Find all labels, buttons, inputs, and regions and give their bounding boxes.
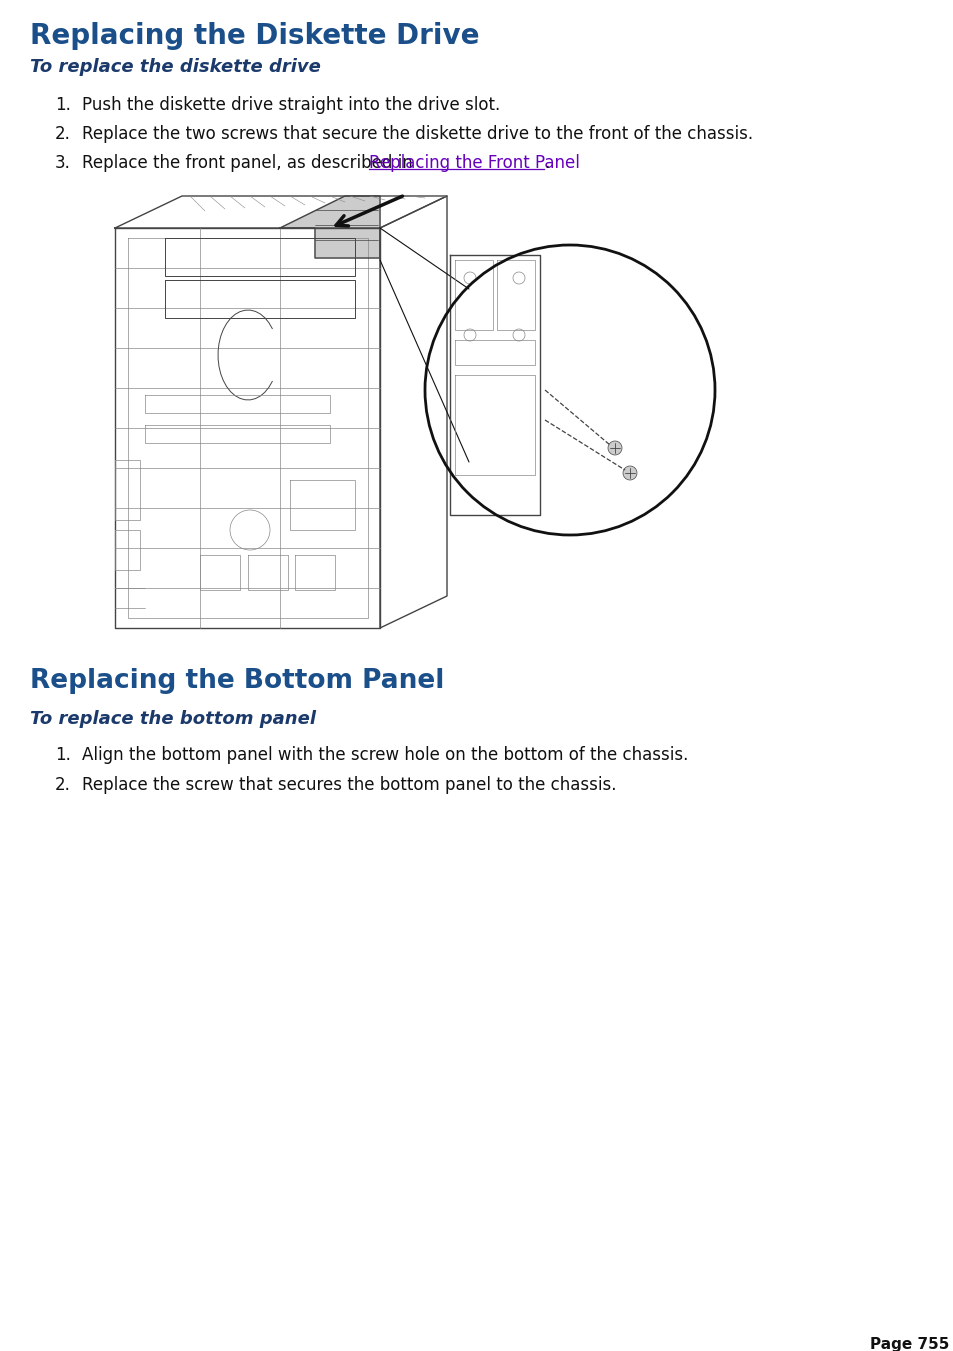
Text: Replace the front panel, as described in: Replace the front panel, as described in — [82, 154, 417, 172]
Text: Replace the two screws that secure the diskette drive to the front of the chassi: Replace the two screws that secure the d… — [82, 126, 752, 143]
Circle shape — [607, 440, 621, 455]
Text: Page 755: Page 755 — [869, 1337, 948, 1351]
Text: Replacing the Front Panel: Replacing the Front Panel — [369, 154, 579, 172]
Text: Push the diskette drive straight into the drive slot.: Push the diskette drive straight into th… — [82, 96, 499, 113]
Text: 2.: 2. — [55, 126, 71, 143]
Text: 1.: 1. — [55, 746, 71, 765]
Text: Align the bottom panel with the screw hole on the bottom of the chassis.: Align the bottom panel with the screw ho… — [82, 746, 688, 765]
Circle shape — [622, 466, 637, 480]
Text: 1.: 1. — [55, 96, 71, 113]
Text: 3.: 3. — [55, 154, 71, 172]
Text: Replace the screw that secures the bottom panel to the chassis.: Replace the screw that secures the botto… — [82, 775, 616, 794]
Text: To replace the diskette drive: To replace the diskette drive — [30, 58, 320, 76]
Text: To replace the bottom panel: To replace the bottom panel — [30, 711, 315, 728]
Polygon shape — [280, 196, 379, 258]
Text: 2.: 2. — [55, 775, 71, 794]
Text: Replacing the Diskette Drive: Replacing the Diskette Drive — [30, 22, 479, 50]
Text: .: . — [543, 154, 549, 172]
Text: Replacing the Bottom Panel: Replacing the Bottom Panel — [30, 667, 444, 694]
